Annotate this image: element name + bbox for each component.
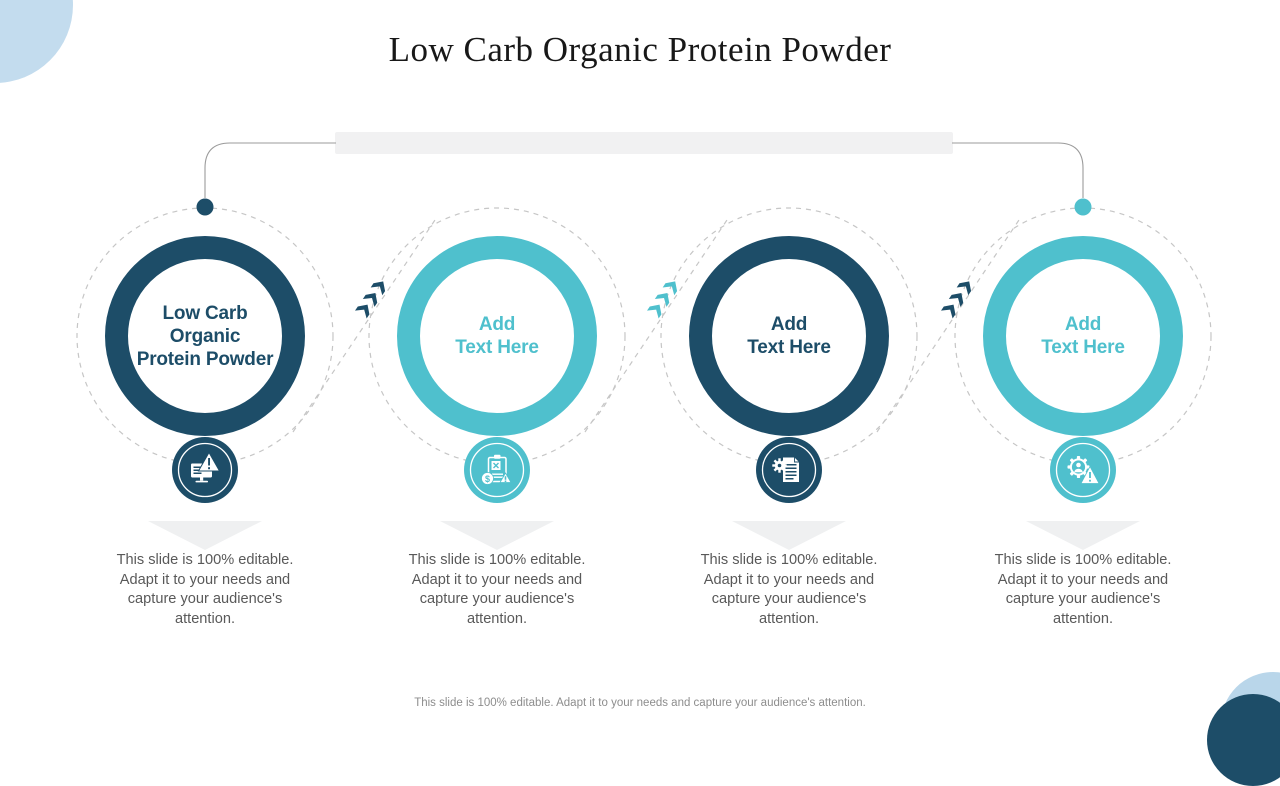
node-circle-4[interactable]: Add Text Here	[983, 236, 1183, 436]
node-label-2[interactable]: Add Text Here	[455, 314, 539, 358]
node-label-4[interactable]: Add Text Here	[1041, 314, 1125, 358]
chevron-arrows-2	[647, 281, 678, 319]
pointer-triangle-2	[440, 521, 554, 550]
node-circle-2[interactable]: Add Text Here	[397, 236, 597, 436]
node-circle-1[interactable]: Low Carb Organic Protein Powder	[105, 236, 305, 436]
clipboard-dollar-warning-icon: $	[464, 437, 530, 503]
description-text-1[interactable]: This slide is 100% editable. Adapt it to…	[116, 552, 294, 627]
document-gear-icon	[756, 437, 822, 503]
description-text-2[interactable]: This slide is 100% editable. Adapt it to…	[408, 552, 586, 627]
connector-dot-right	[1074, 198, 1092, 216]
description-text-4[interactable]: This slide is 100% editable. Adapt it to…	[994, 552, 1172, 627]
pointer-triangle-4	[1026, 521, 1140, 550]
svg-text:$: $	[485, 474, 490, 484]
dashed-link-2-3	[584, 216, 730, 433]
node-label-3[interactable]: Add Text Here	[747, 314, 831, 358]
node-circle-3[interactable]: Add Text Here	[689, 236, 889, 436]
slide-footer-note: This slide is 100% editable. Adapt it to…	[414, 697, 866, 709]
connector-dot-left	[196, 198, 214, 216]
monitor-warning-icon	[172, 437, 238, 503]
chevron-arrows-3	[941, 281, 972, 319]
header-placeholder-bar[interactable]	[335, 132, 953, 154]
pointer-triangle-1	[148, 521, 262, 550]
header-connectors	[204, 142, 1084, 198]
slide-title[interactable]: Low Carb Organic Protein Powder	[388, 30, 892, 69]
header-connector-right	[952, 142, 1084, 198]
description-text-3[interactable]: This slide is 100% editable. Adapt it to…	[700, 552, 878, 627]
header-connector-left	[204, 142, 336, 198]
node-label-1[interactable]: Low Carb Organic Protein Powder	[136, 302, 274, 370]
dashed-link-1-2	[292, 216, 438, 433]
dashed-link-3-4	[876, 216, 1022, 433]
chevron-arrows-1	[355, 281, 386, 319]
pointer-triangle-3	[732, 521, 846, 550]
gear-user-warning-icon	[1050, 437, 1116, 503]
